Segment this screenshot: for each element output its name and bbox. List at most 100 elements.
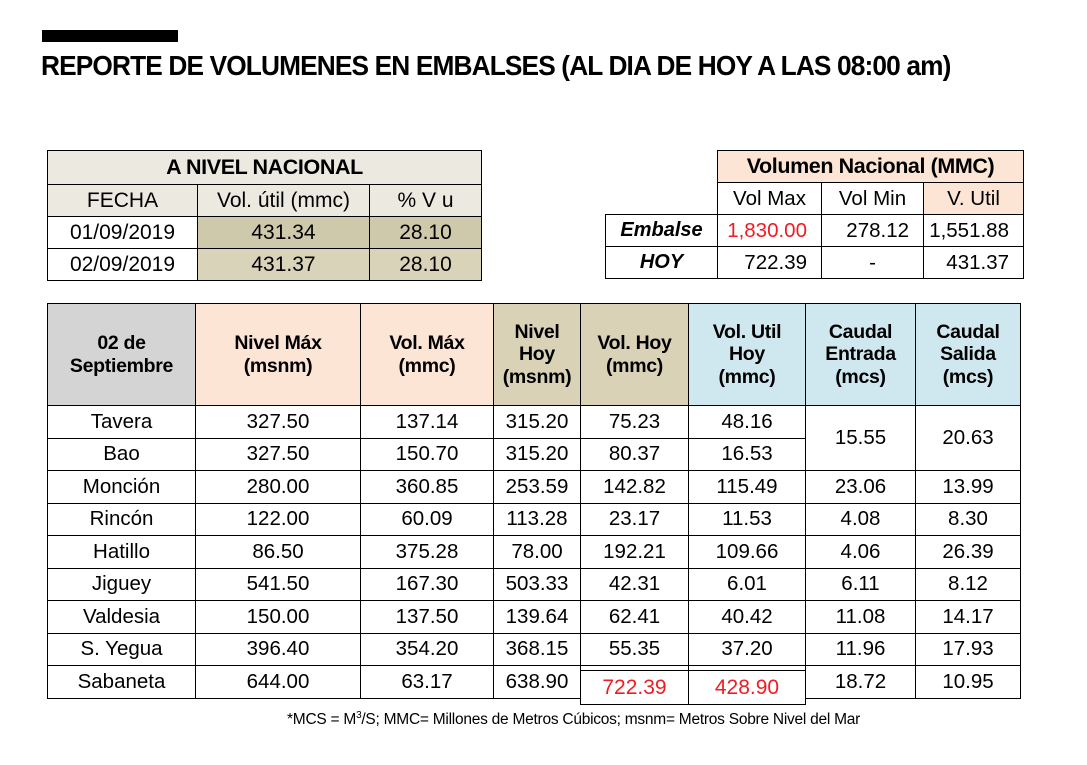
col-header-v-util: V. Util [923, 182, 1024, 215]
cell-vol-util-hoy: 109.66 [688, 535, 806, 569]
table-a-nivel-nacional: A NIVEL NACIONAL FECHA Vol. útil (mmc) %… [47, 150, 482, 281]
table-row: S. Yegua 396.40 354.20 368.15 55.35 37.2… [47, 632, 1021, 666]
table-row: 01/09/2019 431.34 28.10 [47, 216, 482, 249]
cell-embalse: Tavera [47, 405, 196, 439]
table-row: Rincón 122.00 60.09 113.28 23.17 11.53 4… [47, 502, 1021, 536]
col-header-pct-vu: % V u [369, 184, 482, 217]
header-line-1: Vol. Máx [389, 331, 465, 354]
col-header-fecha: FECHA [47, 184, 198, 217]
header-line-1: Nivel [514, 320, 560, 343]
cell-caudal-salida: 8.12 [915, 567, 1021, 601]
header-line-2: Salida [940, 343, 996, 366]
cell-nivel-max: 280.00 [195, 470, 361, 504]
footnote-prefix: *MCS = M [287, 711, 357, 729]
header-line-3: (mcs) [835, 365, 886, 388]
cell-vol-util-hoy: 16.53 [688, 437, 806, 471]
header-line-2: Hoy [729, 343, 765, 366]
header-line-2: Hoy [519, 343, 555, 366]
cell-vol-util-hoy: 11.53 [688, 502, 806, 536]
cell-vol-max: 375.28 [360, 535, 494, 569]
cell-caudal-entrada: 6.11 [805, 567, 916, 601]
cell-nivel-max: 396.40 [195, 632, 361, 666]
table-row: Embalse 1,830.00 278.12 1,551.88 [605, 214, 1024, 247]
col-header-nivel-max: Nivel Máx (msnm) [195, 303, 361, 406]
cell-nivel-hoy: 638.90 [493, 665, 581, 699]
table-header-row: 02 de Septiembre Nivel Máx (msnm) Vol. M… [47, 303, 1021, 406]
table-row-totals: 722.39 428.90 [580, 670, 806, 705]
table-embalses: 02 de Septiembre Nivel Máx (msnm) Vol. M… [47, 303, 1021, 699]
col-header-vol-util-hoy: Vol. Util Hoy (mmc) [688, 303, 806, 406]
table-header-row: Vol Max Vol Min V. Util [605, 182, 1024, 215]
header-line-3: (mmc) [718, 365, 776, 388]
footnote-suffix: /S; MMC= Millones de Metros Cúbicos; msn… [361, 711, 861, 729]
table-row: Sabaneta 644.00 63.17 638.90 48.51 43.89… [47, 665, 1021, 699]
cell-nivel-hoy: 315.20 [493, 405, 581, 439]
col-header-embalse: 02 de Septiembre [47, 303, 196, 406]
title-rule [42, 30, 178, 42]
cell-vol-max: 167.30 [360, 567, 494, 601]
table-header-row: FECHA Vol. útil (mmc) % V u [47, 184, 482, 217]
cell-caudal-salida: 10.95 [915, 665, 1021, 699]
cell-caudal-entrada: 15.55 [805, 405, 916, 471]
cell-caudal-salida: 17.93 [915, 632, 1021, 666]
cell-vol-hoy: 23.17 [580, 502, 689, 536]
cell-caudal-entrada: 18.72 [805, 665, 916, 699]
cell-caudal-salida: 26.39 [915, 535, 1021, 569]
header-line-1: Caudal [828, 320, 893, 343]
cell-vol-util: 431.34 [197, 216, 370, 249]
table-row: Monción 280.00 360.85 253.59 142.82 115.… [47, 470, 1021, 504]
cell-nivel-hoy: 113.28 [493, 502, 581, 536]
cell-vol-hoy: 62.41 [580, 600, 689, 634]
footnote: *MCS = M3/S; MMC= Millones de Metros Cúb… [287, 710, 860, 729]
cell-nivel-max: 122.00 [195, 502, 361, 536]
cell-vol-hoy: 55.35 [580, 632, 689, 666]
table-row: Valdesia 150.00 137.50 139.64 62.41 40.4… [47, 600, 1021, 634]
table-row: Jiguey 541.50 167.30 503.33 42.31 6.01 6… [47, 567, 1021, 601]
header-line-1: Vol. Util [712, 320, 782, 343]
cell-embalse: Hatillo [47, 535, 196, 569]
cell-vol-util-hoy: 115.49 [688, 470, 806, 504]
cell-vol-hoy: 75.23 [580, 405, 689, 439]
cell-vol-max: 722.39 [717, 246, 822, 279]
table-row-title: Volumen Nacional (MMC) [605, 150, 1024, 183]
cell-embalse: Bao [47, 437, 196, 471]
cell-nivel-max: 541.50 [195, 567, 361, 601]
cell-vol-util-hoy: 37.20 [688, 632, 806, 666]
cell-vol-max: 354.20 [360, 632, 494, 666]
cell-nivel-max: 86.50 [195, 535, 361, 569]
cell-vol-hoy: 142.82 [580, 470, 689, 504]
cell-caudal-entrada: 11.08 [805, 600, 916, 634]
table-row: HOY 722.39 - 431.37 [605, 246, 1024, 279]
header-line-3: (msnm) [502, 365, 572, 388]
cell-vol-util-hoy: 48.16 [688, 405, 806, 439]
cell-v-util: 1,551.88 [923, 214, 1024, 247]
table-row: Tavera 327.50 137.14 315.20 75.23 48.16 … [47, 405, 1021, 471]
spacer-cell [605, 182, 718, 215]
cell-caudal-salida: 14.17 [915, 600, 1021, 634]
cell-pct-vu: 28.10 [369, 248, 482, 281]
col-header-vol-max: Vol. Máx (mmc) [360, 303, 494, 406]
cell-vol-util: 431.37 [197, 248, 370, 281]
spacer-cell [605, 150, 718, 183]
cell-embalse: Valdesia [47, 600, 196, 634]
header-line-2: (mmc) [605, 354, 663, 377]
cell-vol-max: 63.17 [360, 665, 494, 699]
header-line-2: Entrada [825, 343, 896, 366]
cell-caudal-salida: 13.99 [915, 470, 1021, 504]
cell-caudal-salida: 20.63 [915, 405, 1021, 471]
cell-embalse: Rincón [47, 502, 196, 536]
header-line-1: Caudal [936, 320, 1000, 343]
table-totales: 722.39 428.90 [580, 670, 806, 705]
cell-caudal-entrada: 4.06 [805, 535, 916, 569]
cell-embalse: Sabaneta [47, 665, 196, 699]
col-header-nivel-hoy: Nivel Hoy (msnm) [493, 303, 581, 406]
header-line-1: Vol. Hoy [597, 331, 672, 354]
cell-vol-max: 150.70 [360, 437, 494, 471]
table-row: Hatillo 86.50 375.28 78.00 192.21 109.66… [47, 535, 1021, 569]
cell-embalse: S. Yegua [47, 632, 196, 666]
cell-embalse: Jiguey [47, 567, 196, 601]
cell-vol-max: 137.14 [360, 405, 494, 439]
cell-vol-util-hoy: 40.42 [688, 600, 806, 634]
page-title: REPORTE DE VOLUMENES EN EMBALSES (AL DIA… [41, 50, 951, 81]
cell-vol-hoy: 192.21 [580, 535, 689, 569]
